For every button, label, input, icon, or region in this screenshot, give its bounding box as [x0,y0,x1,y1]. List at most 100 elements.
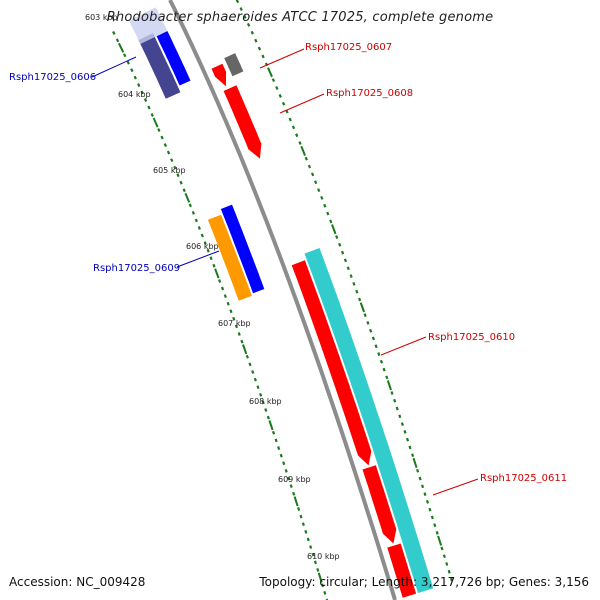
outer-minor-tick [382,367,386,372]
outer-minor-tick [314,180,318,185]
tick-label-605: 605 kbp [153,166,186,175]
gene-label-0608[interactable]: Rsph17025_0608 [326,88,413,99]
inner-major-tick [242,344,248,355]
outer-minor-tick [323,203,327,208]
gene-label-0606[interactable]: Rsph17025_0606 [9,72,96,83]
outer-major-tick [437,535,443,546]
inner-minor-tick [206,248,210,253]
outer-minor-tick [298,141,302,145]
inner-tick-ring [112,31,329,600]
outer-minor-tick [317,188,321,193]
inner-minor-tick [182,188,186,193]
accession-text: Accession: NC_009428 [9,575,146,589]
map-title: Rhodobacter sphaeroides ATCC 17025, comp… [106,10,494,25]
backbone-line [168,0,397,600]
gene-0607-gray [224,53,244,77]
gene-label-0607[interactable]: Rsph17025_0607 [305,42,392,53]
inner-minor-tick [234,324,239,329]
inner-minor-tick [264,408,268,412]
outer-minor-tick [271,78,276,83]
outer-minor-tick [246,22,251,27]
gene-0609-orange [207,214,252,301]
inner-minor-tick [229,309,233,314]
gene-0610-red [291,260,372,466]
gene-label-0610[interactable]: Rsph17025_0610 [428,332,515,343]
inner-minor-tick [287,476,291,481]
outer-minor-tick [423,492,427,496]
inner-minor-tick [191,211,195,215]
outer-minor-tick [371,336,375,341]
gene-0606-navy [138,33,181,99]
outer-minor-tick [428,507,432,512]
tick-label-604: 604 kbp [118,90,151,99]
inner-minor-tick [188,203,192,208]
outer-minor-tick [335,235,339,239]
gene-0608-red [223,85,262,159]
inner-minor-tick [274,438,278,443]
outer-minor-tick [257,46,262,51]
inner-minor-tick [282,461,286,466]
inner-minor-tick [176,173,180,178]
inner-major-tick [118,42,125,53]
outer-major-tick [267,67,273,78]
inner-minor-tick [261,400,265,405]
tick-labels: 603 kbp 604 kbp 605 kbp 606 kbp 607 kbp … [85,13,340,561]
inner-minor-tick [299,514,303,519]
gene-label-0611[interactable]: Rsph17025_0611 [480,473,567,484]
outer-minor-tick [338,242,342,247]
inner-minor-tick [203,241,207,245]
outer-minor-tick [307,164,312,169]
outer-minor-tick [363,313,367,317]
outer-minor-tick [243,15,247,19]
outer-minor-tick [275,86,279,90]
inner-minor-tick [223,294,227,298]
tick-label-606: 606 kbp [186,242,219,251]
inner-minor-tick [248,362,252,367]
outer-minor-tick [425,499,430,504]
inner-minor-tick [197,226,201,230]
inner-minor-tick [289,484,293,488]
gene-0607-red [211,63,227,87]
outer-major-tick [331,224,337,235]
gene-label-0609[interactable]: Rsph17025_0609 [93,263,180,274]
inner-minor-tick [130,68,134,73]
outer-minor-tick [310,172,315,177]
inner-minor-tick [212,263,216,268]
inner-minor-tick [170,158,174,163]
gene-0611-cyan [304,248,434,593]
tick-label-607: 607 kbp [218,319,251,328]
inner-minor-tick [123,53,127,58]
inner-minor-tick [143,98,148,102]
inner-minor-tick [133,75,137,80]
inner-minor-tick [226,301,230,306]
outer-minor-tick [430,515,434,520]
inner-minor-tick [163,143,168,148]
outer-minor-tick [447,569,451,574]
outer-minor-tick [374,344,378,349]
outer-minor-tick [239,7,243,11]
outer-minor-tick [433,523,437,528]
genome-summary-text: Topology: circular; Length: 3,217,726 bp… [259,575,589,589]
outer-minor-tick [416,468,420,473]
tick-label-610: 610 kbp [307,552,340,561]
inner-minor-tick [277,446,281,450]
outer-minor-tick [390,391,394,395]
inner-minor-tick [256,385,260,390]
inner-minor-tick [301,522,305,527]
inner-major-tick [317,572,323,583]
tick-label-609: 609 kbp [278,475,311,484]
inner-minor-tick [251,370,255,374]
outer-minor-tick [449,577,453,582]
outer-minor-tick [377,352,381,356]
inner-minor-tick [245,354,249,359]
outer-minor-tick [440,546,444,551]
inner-minor-tick [313,560,317,565]
inner-minor-tick [218,279,222,283]
inner-minor-tick [160,135,164,140]
outer-minor-tick [295,133,299,138]
outer-minor-tick [435,531,439,535]
outer-minor-tick [355,289,359,294]
outer-minor-tick [261,54,265,59]
inner-minor-tick [150,113,154,117]
inner-minor-tick [306,537,310,542]
